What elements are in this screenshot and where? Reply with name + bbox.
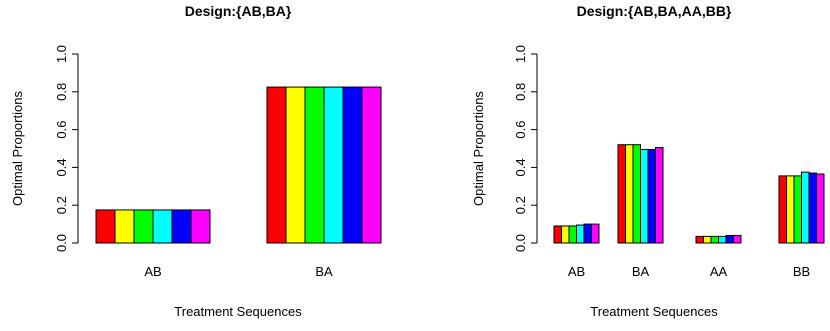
bar-ba-2 <box>285 86 306 244</box>
bar-ba-3 <box>304 86 325 244</box>
bar-ab-3 <box>133 209 154 244</box>
bar-bb-5 <box>808 172 817 244</box>
y-tick-label: 0.6 <box>54 121 69 139</box>
bar-ab-4 <box>576 224 585 244</box>
bar-ba-1 <box>266 86 287 244</box>
bar-ba-1 <box>617 144 626 244</box>
x-axis-label: Treatment Sequences <box>174 304 302 319</box>
bar-bb-4 <box>801 171 810 244</box>
y-tick-label: 0.4 <box>54 158 69 176</box>
bar-ab-3 <box>568 225 577 244</box>
bar-bb-3 <box>793 175 802 244</box>
y-axis-label: Optimal Proportions <box>10 91 25 206</box>
bar-bb-1 <box>778 175 787 244</box>
y-tick-label: 0.6 <box>513 121 528 139</box>
chart-1: Design:{AB,BA} 0.0 0.2 0.4 0.6 0.8 1.0 Optimal … <box>10 3 382 319</box>
y-tick-label: 1.0 <box>54 45 69 63</box>
chart-2: Design:{AB,BA,AA,BB} 0.0 0.2 0.4 0.6 0.8 1.0 Op… <box>471 3 825 319</box>
bar-bb-2 <box>786 175 795 244</box>
y-tick-label: 0.8 <box>513 83 528 101</box>
bar-aa-3 <box>710 235 719 244</box>
x-category-label: BA <box>632 264 650 279</box>
y-tick-label: 0.0 <box>513 234 528 252</box>
x-axis-label: Treatment Sequences <box>590 304 718 319</box>
bar-ab-6 <box>190 209 211 244</box>
x-category-label: BB <box>793 264 810 279</box>
x-category-label: AB <box>568 264 585 279</box>
y-tick-label: 0.4 <box>513 158 528 176</box>
bar-ab-5 <box>583 223 592 244</box>
chart-title: Design:{AB,BA} <box>185 3 292 19</box>
y-tick-label: 0.0 <box>54 234 69 252</box>
bar-aa-2 <box>703 235 712 244</box>
bar-ba-4 <box>640 148 649 244</box>
bar-bb-6 <box>816 173 825 244</box>
chart-title: Design:{AB,BA,AA,BB} <box>577 3 732 19</box>
bar-ab-6 <box>591 223 600 244</box>
bar-ba-5 <box>342 86 363 244</box>
bar-aa-4 <box>718 235 727 244</box>
bar-ba-5 <box>647 148 656 244</box>
bar-ab-4 <box>152 209 173 244</box>
bar-ab-1 <box>553 225 562 244</box>
bar-ab-2 <box>561 225 570 244</box>
x-category-label: BA <box>315 264 333 279</box>
y-axis-label: Optimal Proportions <box>471 91 486 206</box>
bar-ab-5 <box>171 209 192 244</box>
x-category-label: AB <box>144 264 161 279</box>
y-tick-label: 0.8 <box>54 83 69 101</box>
bar-aa-5 <box>725 234 734 244</box>
bar-ba-2 <box>625 144 634 244</box>
bar-aa-6 <box>733 234 742 244</box>
bar-aa-1 <box>695 235 704 244</box>
y-tick-label: 0.2 <box>54 196 69 214</box>
x-category-label: AA <box>710 264 728 279</box>
y-tick-label: 1.0 <box>513 45 528 63</box>
bar-ba-3 <box>632 144 641 244</box>
bar-ab-2 <box>114 209 135 244</box>
y-tick-label: 0.2 <box>513 196 528 214</box>
bar-ba-6 <box>655 147 664 244</box>
bar-ba-6 <box>361 86 382 244</box>
bar-ba-4 <box>323 86 344 244</box>
bar-ab-1 <box>95 209 116 244</box>
